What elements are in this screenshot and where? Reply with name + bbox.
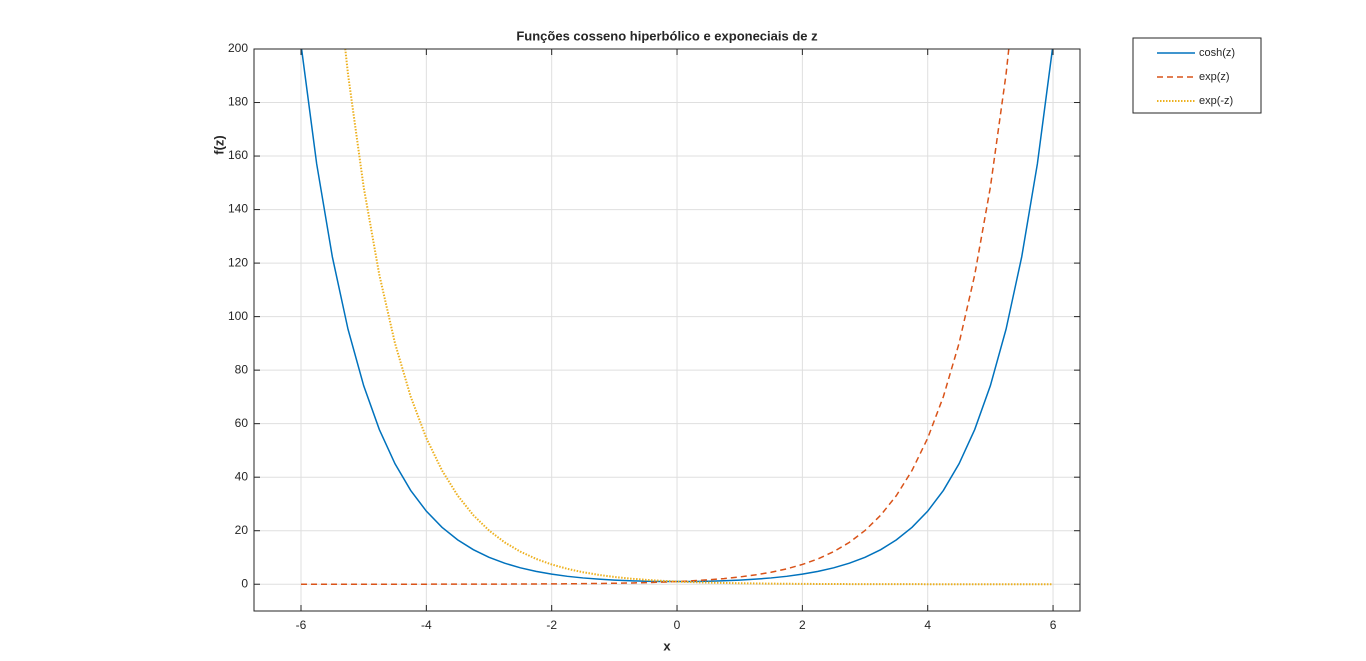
- y-tick-label: 80: [235, 362, 249, 376]
- series-line: [344, 49, 1054, 586]
- x-tick-label: -2: [546, 618, 557, 632]
- legend-label: exp(-z): [1199, 95, 1233, 107]
- y-tick-label: 120: [228, 255, 248, 269]
- series-line: [300, 49, 1054, 583]
- y-tick-label: 100: [228, 309, 248, 323]
- x-tick-label: 6: [1050, 618, 1057, 632]
- plot-area: [254, 49, 1080, 611]
- y-axis-label: f(z): [211, 135, 226, 155]
- legend-box: [1132, 37, 1262, 114]
- y-tick-label: 40: [235, 469, 249, 483]
- y-tick-label: 200: [228, 41, 248, 55]
- x-axis-label: x: [663, 638, 671, 653]
- x-tick-label: 2: [799, 618, 806, 632]
- y-tick-label: 60: [235, 416, 249, 430]
- axes-box: [253, 48, 1081, 612]
- y-tick-label: 160: [228, 148, 248, 162]
- legend-label: exp(z): [1199, 71, 1230, 83]
- y-tick-label: 180: [228, 95, 248, 109]
- y-tick-label: 0: [241, 576, 248, 590]
- chart-title: Funções cosseno hiperbólico e exponeciai…: [516, 28, 818, 43]
- y-tick-label: 140: [228, 202, 248, 216]
- x-tick-label: -4: [421, 618, 432, 632]
- y-tick-label: 20: [235, 523, 249, 537]
- x-tick-label: 4: [924, 618, 931, 632]
- x-tick-label: -6: [296, 618, 307, 632]
- x-tick-label: 0: [674, 618, 681, 632]
- legend-label: cosh(z): [1199, 47, 1235, 59]
- series-line: [301, 49, 1010, 585]
